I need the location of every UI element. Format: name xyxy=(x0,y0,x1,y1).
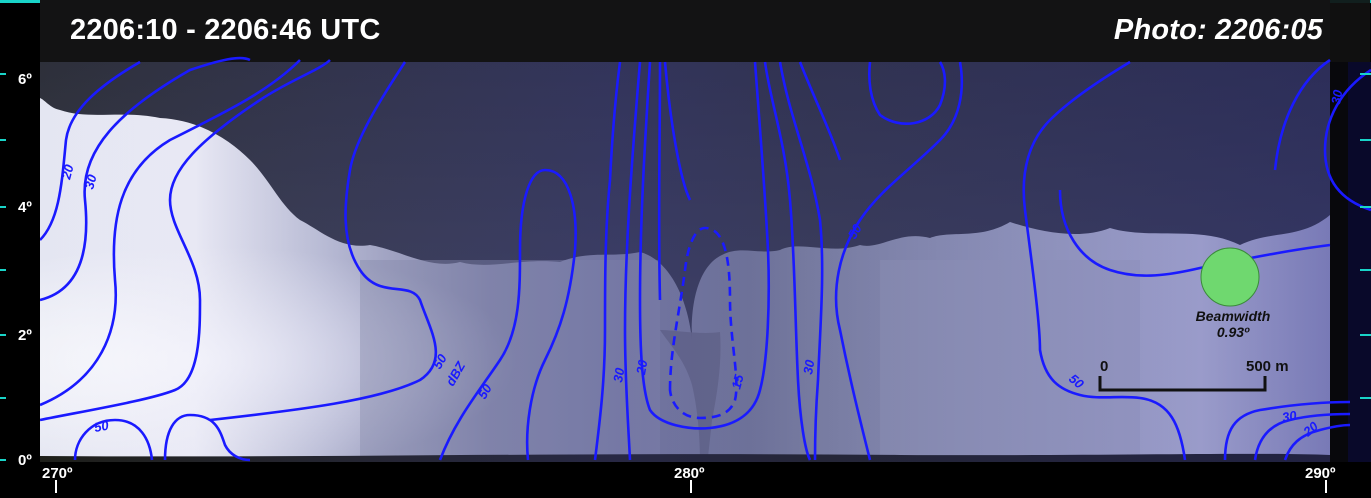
contour-label: 30 xyxy=(610,366,627,384)
time-range-title: 2206:10 - 2206:46 UTC xyxy=(70,14,381,46)
contour-label: 30 xyxy=(800,358,817,376)
azimuth-label-270: 270º xyxy=(42,465,73,482)
photo-background xyxy=(40,0,1330,462)
reflectivity-contours xyxy=(39,56,1371,462)
header-bar xyxy=(40,0,1370,62)
azimuth-axis: 270º 280º 290º xyxy=(40,462,1371,493)
scale-bar-start-label: 0 xyxy=(1100,358,1108,375)
azimuth-label-280: 280º xyxy=(674,465,705,482)
contour-label: 30 xyxy=(1328,88,1345,106)
beamwidth-title: Beamwidth xyxy=(1196,308,1271,324)
elevation-label-2: 2º xyxy=(18,327,32,344)
contour-label: 50 xyxy=(93,418,111,435)
elevation-label-4: 4º xyxy=(18,199,32,216)
elevation-label-6: 6º xyxy=(18,71,32,88)
beamwidth-circle xyxy=(1200,247,1260,307)
beamwidth-marker: Beamwidth 0.93º xyxy=(1196,247,1271,340)
scale-bar: 0 500 m xyxy=(1098,358,1289,392)
azimuth-label-290: 290º xyxy=(1305,465,1336,482)
elevation-label-0: 0º xyxy=(18,452,32,469)
contour-label: 15 xyxy=(728,372,746,391)
photo-time-title: Photo: 2206:05 xyxy=(1113,14,1323,46)
contour-label: 30 xyxy=(81,172,99,191)
contour-label: 30 xyxy=(1281,408,1299,425)
beamwidth-value: 0.93º xyxy=(1217,324,1250,340)
scale-bar-end-label: 500 m xyxy=(1246,358,1289,375)
elevation-axis: 6º 4º 2º 0º xyxy=(0,62,1371,469)
contour-label: 20 xyxy=(58,162,77,182)
contour-label: 20 xyxy=(633,358,651,377)
